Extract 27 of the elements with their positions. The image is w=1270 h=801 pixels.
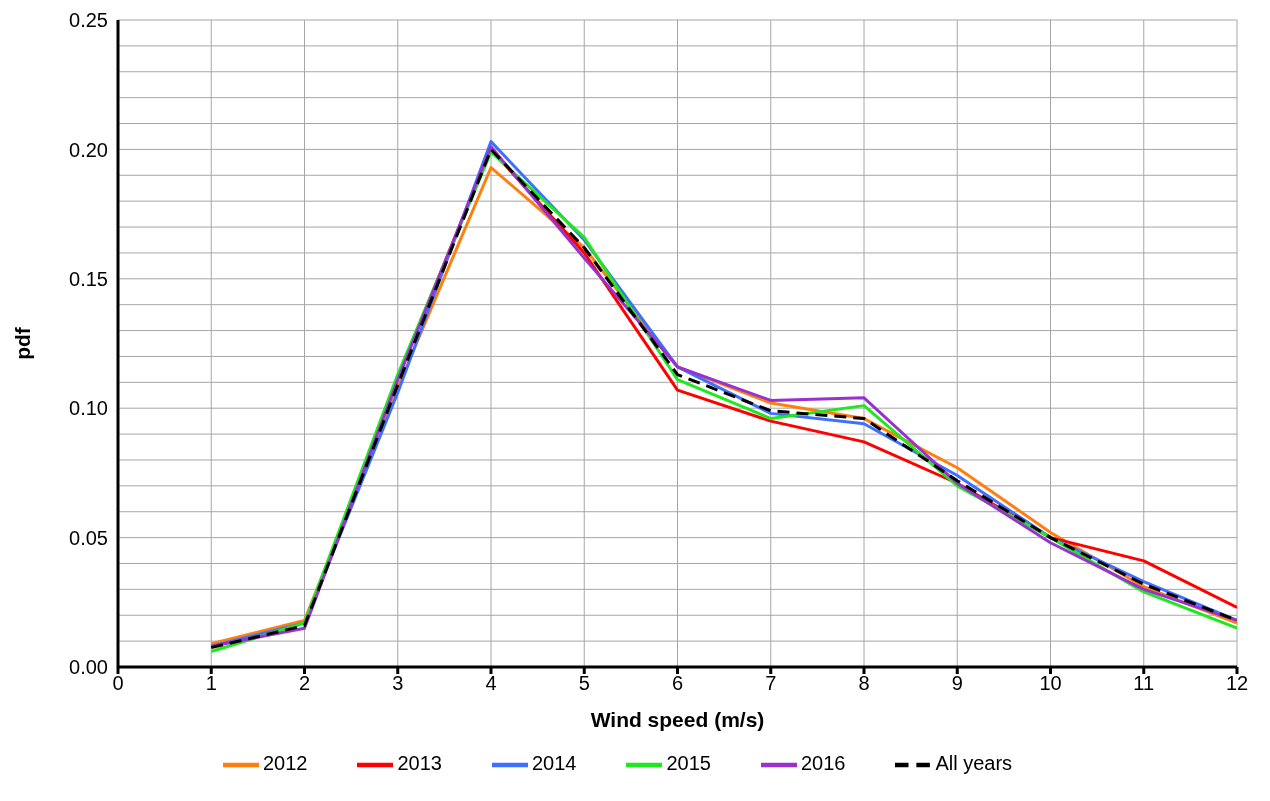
x-tick-label: 11 — [1133, 672, 1155, 695]
y-tick-label: 0.25 — [69, 9, 108, 32]
x-tick-label: 4 — [485, 672, 497, 695]
y-tick-label: 0.15 — [69, 267, 108, 290]
x-tick-label: 1 — [205, 672, 217, 695]
legend-label: 2015 — [666, 752, 711, 775]
x-tick-label: 8 — [858, 672, 870, 695]
x-tick-label: 9 — [951, 672, 963, 695]
x-tick-label: 7 — [765, 672, 777, 695]
legend-label: 2013 — [397, 752, 442, 775]
y-axis-title: pdf — [11, 326, 35, 360]
y-tick-label: 0.20 — [69, 138, 108, 161]
legend-label: All years — [935, 752, 1013, 775]
x-tick-label: 10 — [1039, 672, 1062, 695]
x-tick-label: 0 — [112, 672, 124, 695]
x-axis-title: Wind speed (m/s) — [590, 708, 765, 731]
y-tick-label: 0.10 — [69, 397, 108, 420]
y-tick-label: 0.05 — [69, 526, 108, 549]
x-tick-label: 5 — [578, 672, 590, 695]
y-tick-label: 0.00 — [69, 656, 108, 679]
x-tick-label: 3 — [392, 672, 404, 695]
legend-label: 2016 — [800, 752, 846, 775]
x-tick-label: 2 — [298, 672, 311, 695]
legend-label: 2014 — [531, 752, 577, 775]
x-tick-label: 6 — [671, 672, 684, 695]
legend-label: 2012 — [262, 752, 308, 775]
x-tick-label: 12 — [1225, 672, 1249, 695]
